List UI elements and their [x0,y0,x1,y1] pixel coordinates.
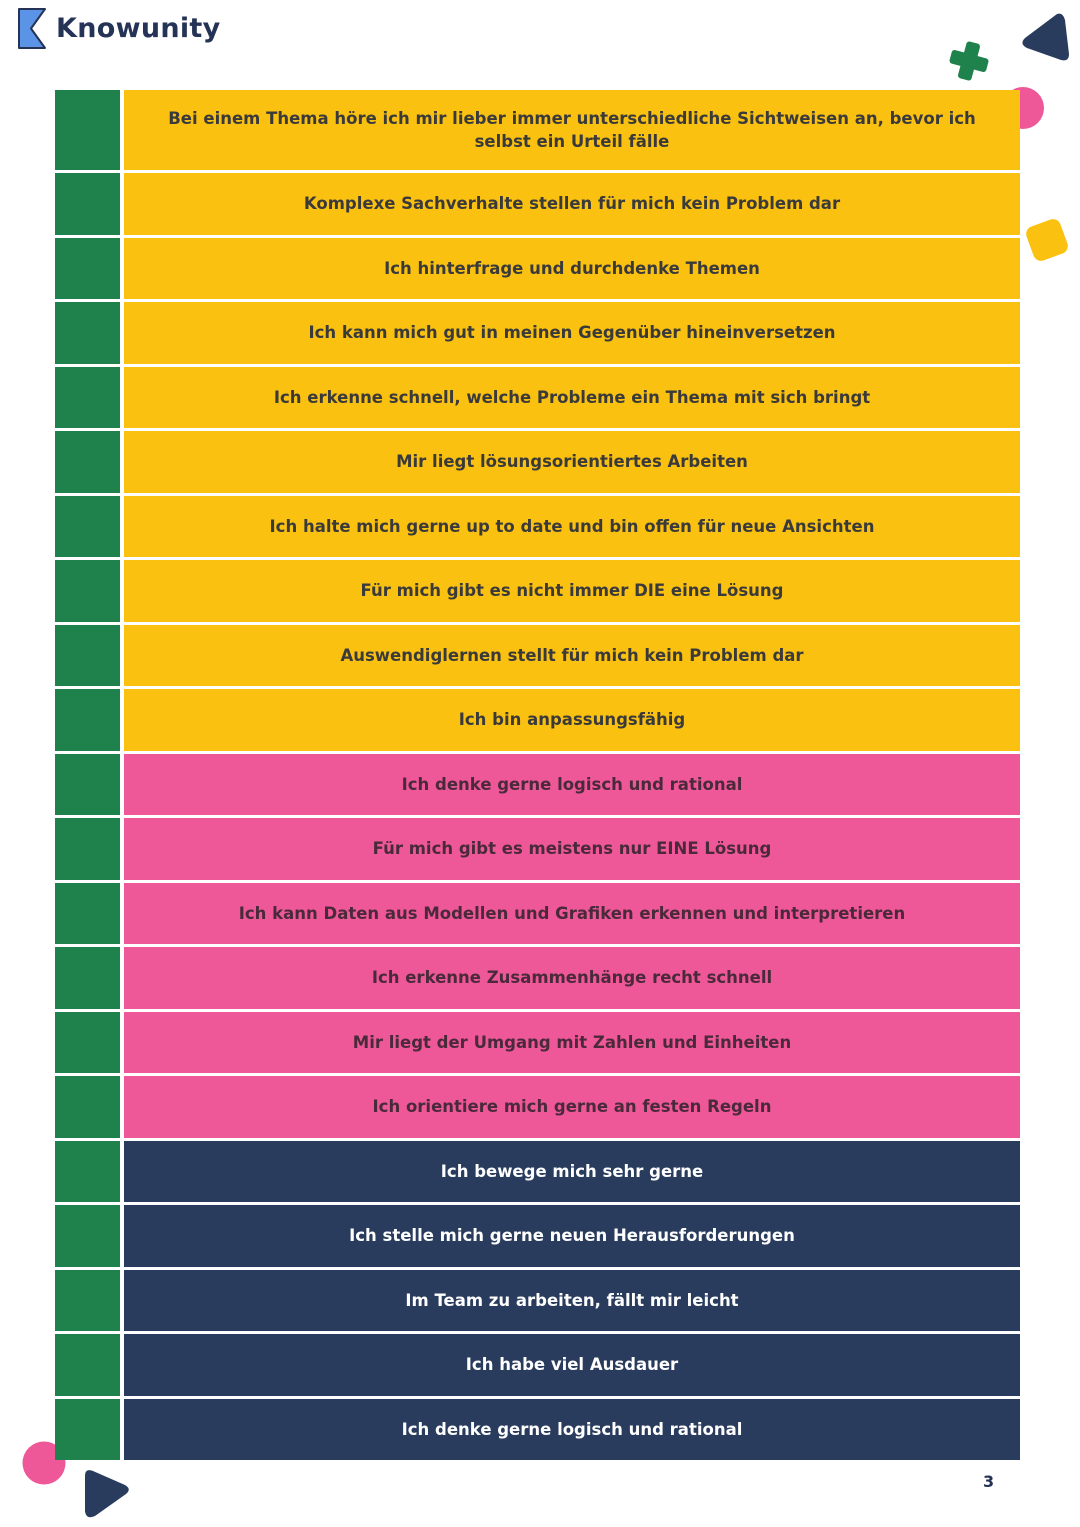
checkbox-cell[interactable] [55,818,120,880]
yellow-square-decoration [1026,219,1068,261]
checkbox-cell[interactable] [55,1334,120,1396]
checkbox-cell[interactable] [55,90,120,170]
knowunity-k-logo-icon [18,8,46,49]
checkbox-cell[interactable] [55,366,120,428]
table-row: Ich halte mich gerne up to date und bin … [55,495,1020,557]
checkbox-cell[interactable] [55,237,120,299]
brand-logo: Knowunity [18,8,221,49]
table-row: Ich kann mich gut in meinen Gegenüber hi… [55,302,1020,364]
statement-cell: Mir liegt lösungsorientiertes Arbeiten [124,431,1020,493]
navy-triangle-bottom-decoration [85,1470,129,1518]
statement-cell: Ich orientiere mich gerne an festen Rege… [124,1076,1020,1138]
checkbox-cell[interactable] [55,947,120,1009]
table-row: Im Team zu arbeiten, fällt mir leicht [55,1269,1020,1331]
table-row: Ich bin anpassungsfähig [55,689,1020,751]
statement-cell: Im Team zu arbeiten, fällt mir leicht [124,1269,1020,1331]
statement-cell: Ich habe viel Ausdauer [124,1334,1020,1396]
navy-triangle-top-decoration [1022,13,1069,61]
page-number: 3 [983,1472,995,1491]
checkbox-cell[interactable] [55,1140,120,1202]
checkbox-cell[interactable] [55,624,120,686]
checkbox-cell[interactable] [55,560,120,622]
table-row: Ich erkenne Zusammenhänge recht schnell [55,947,1020,1009]
green-cross-decoration [949,41,989,81]
statement-cell: Ich bewege mich sehr gerne [124,1140,1020,1202]
statement-cell: Ich erkenne Zusammenhänge recht schnell [124,947,1020,1009]
table-row: Für mich gibt es nicht immer DIE eine Lö… [55,560,1020,622]
self-assessment-table: Bei einem Thema höre ich mir lieber imme… [55,90,1020,1463]
checkbox-cell[interactable] [55,302,120,364]
checkbox-cell[interactable] [55,1269,120,1331]
table-row: Ich habe viel Ausdauer [55,1334,1020,1396]
statement-cell: Ich bin anpassungsfähig [124,689,1020,751]
table-row: Ich denke gerne logisch und rational [55,753,1020,815]
statement-cell: Ich stelle mich gerne neuen Herausforder… [124,1205,1020,1267]
statement-cell: Ich denke gerne logisch und rational [124,753,1020,815]
checkbox-cell[interactable] [55,689,120,751]
statement-cell: Auswendiglernen stellt für mich kein Pro… [124,624,1020,686]
checkbox-cell[interactable] [55,1398,120,1460]
table-row: Ich kann Daten aus Modellen und Grafiken… [55,882,1020,944]
statement-cell: Ich kann mich gut in meinen Gegenüber hi… [124,302,1020,364]
brand-name: Knowunity [56,13,221,44]
checkbox-cell[interactable] [55,1205,120,1267]
pink-circle-bottom-decoration [22,1441,66,1485]
statement-cell: Bei einem Thema höre ich mir lieber imme… [124,90,1020,170]
statement-cell: Ich halte mich gerne up to date und bin … [124,495,1020,557]
table-row: Ich orientiere mich gerne an festen Rege… [55,1076,1020,1138]
checkbox-cell[interactable] [55,173,120,235]
statement-cell: Für mich gibt es nicht immer DIE eine Lö… [124,560,1020,622]
table-row: Ich bewege mich sehr gerne [55,1140,1020,1202]
checkbox-cell[interactable] [55,495,120,557]
table-row: Für mich gibt es meistens nur EINE Lösun… [55,818,1020,880]
statement-cell: Ich hinterfrage und durchdenke Themen [124,237,1020,299]
table-row: Ich denke gerne logisch und rational [55,1398,1020,1460]
table-row: Ich hinterfrage und durchdenke Themen [55,237,1020,299]
statement-cell: Ich erkenne schnell, welche Probleme ein… [124,366,1020,428]
statement-cell: Mir liegt der Umgang mit Zahlen und Einh… [124,1011,1020,1073]
statement-cell: Ich denke gerne logisch und rational [124,1398,1020,1460]
table-row: Mir liegt der Umgang mit Zahlen und Einh… [55,1011,1020,1073]
table-row: Bei einem Thema höre ich mir lieber imme… [55,90,1020,170]
statement-cell: Komplexe Sachverhalte stellen für mich k… [124,173,1020,235]
checkbox-cell[interactable] [55,1076,120,1138]
checkbox-cell[interactable] [55,1011,120,1073]
statement-cell: Für mich gibt es meistens nur EINE Lösun… [124,818,1020,880]
checkbox-cell[interactable] [55,431,120,493]
checkbox-cell[interactable] [55,753,120,815]
table-row: Ich stelle mich gerne neuen Herausforder… [55,1205,1020,1267]
table-row: Komplexe Sachverhalte stellen für mich k… [55,173,1020,235]
table-row: Auswendiglernen stellt für mich kein Pro… [55,624,1020,686]
checkbox-cell[interactable] [55,882,120,944]
table-row: Ich erkenne schnell, welche Probleme ein… [55,366,1020,428]
statement-cell: Ich kann Daten aus Modellen und Grafiken… [124,882,1020,944]
table-row: Mir liegt lösungsorientiertes Arbeiten [55,431,1020,493]
